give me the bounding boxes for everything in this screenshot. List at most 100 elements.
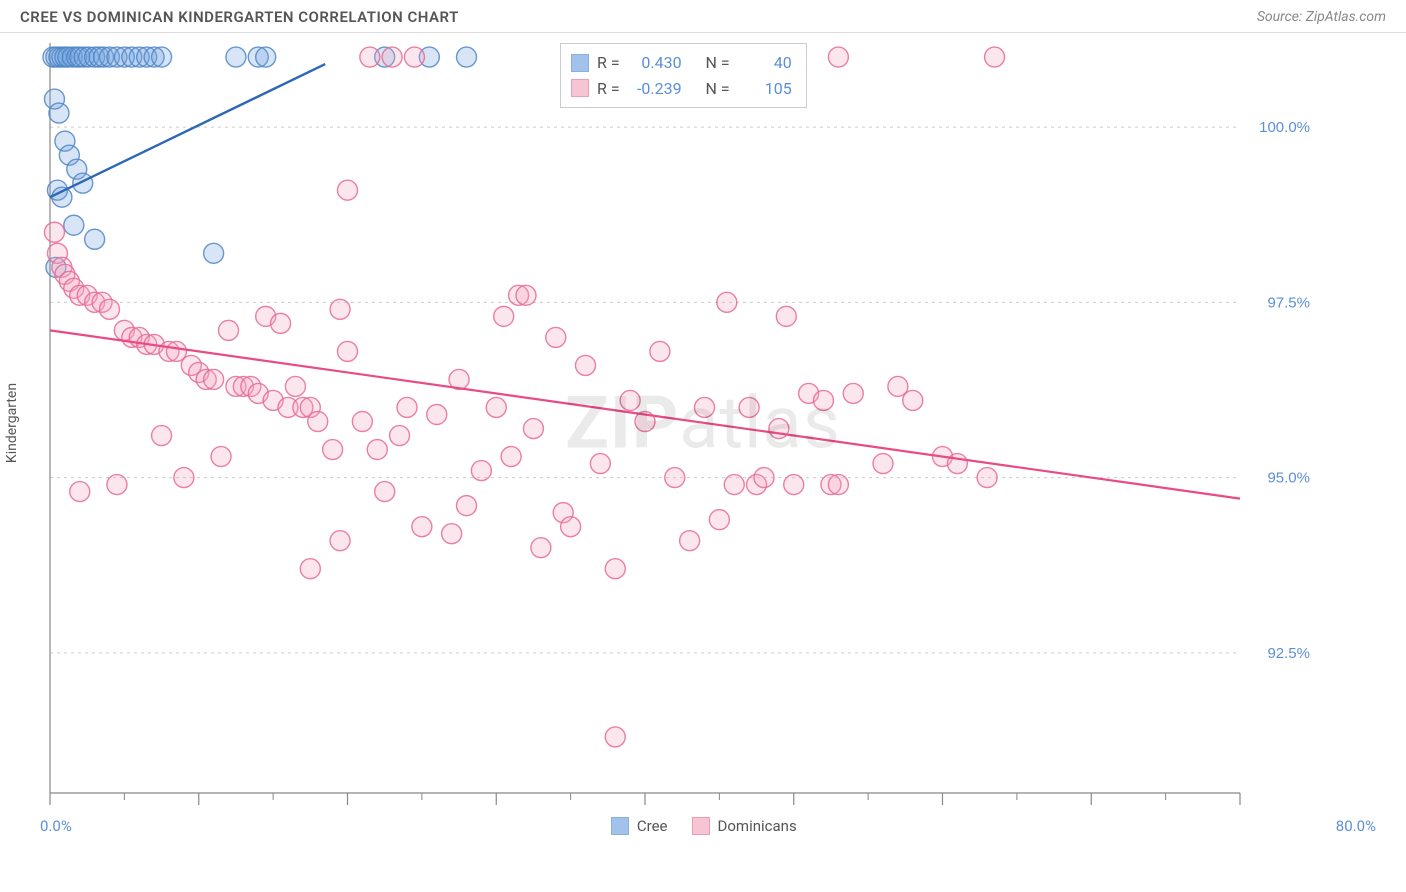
data-point xyxy=(776,306,796,326)
legend-swatch xyxy=(692,817,710,835)
data-point xyxy=(204,369,224,389)
legend-item: Dominicans xyxy=(692,817,797,835)
data-point xyxy=(427,404,447,424)
data-point xyxy=(576,355,596,375)
legend-bottom: Cree Dominicans xyxy=(611,817,797,835)
x-axis-max-label: 80.0% xyxy=(1336,817,1376,835)
data-point xyxy=(300,559,320,579)
data-point xyxy=(516,285,536,305)
series-swatch xyxy=(571,79,589,97)
data-point xyxy=(390,426,410,446)
data-point xyxy=(457,47,477,67)
data-point xyxy=(457,496,477,516)
data-point xyxy=(784,475,804,495)
y-tick-label: 100.0% xyxy=(1259,119,1310,136)
trend-line xyxy=(50,64,325,197)
trend-line xyxy=(50,330,1240,498)
data-point xyxy=(107,475,127,495)
data-point xyxy=(977,468,997,488)
data-point xyxy=(85,229,105,249)
data-point xyxy=(501,447,521,467)
data-point xyxy=(382,47,402,67)
stats-r-value: -0.239 xyxy=(628,76,682,102)
y-tick-label: 97.5% xyxy=(1267,294,1310,311)
data-point xyxy=(308,412,328,432)
data-point xyxy=(523,419,543,439)
data-point xyxy=(985,47,1005,67)
data-point xyxy=(285,376,305,396)
data-point xyxy=(367,440,387,460)
data-point xyxy=(828,475,848,495)
stats-r-label: R = xyxy=(597,50,620,76)
data-point xyxy=(843,383,863,403)
data-point xyxy=(338,341,358,361)
data-point xyxy=(397,397,417,417)
data-point xyxy=(211,447,231,467)
data-point xyxy=(561,517,581,537)
data-point xyxy=(330,299,350,319)
stats-legend-box: R = 0.430 N = 40 R = -0.239 N = 105 xyxy=(560,43,807,108)
data-point xyxy=(486,397,506,417)
data-point xyxy=(330,531,350,551)
stats-row: R = 0.430 N = 40 xyxy=(571,50,792,76)
data-point xyxy=(338,180,358,200)
data-point xyxy=(152,426,172,446)
chart-source: Source: ZipAtlas.com xyxy=(1257,9,1386,25)
stats-n-value: 40 xyxy=(738,50,792,76)
data-point xyxy=(412,517,432,537)
series-swatch xyxy=(571,54,589,72)
data-point xyxy=(717,292,737,312)
stats-n-label: N = xyxy=(706,50,730,76)
y-tick-label: 92.5% xyxy=(1267,645,1310,662)
data-point xyxy=(375,482,395,502)
stats-r-value: 0.430 xyxy=(628,50,682,76)
data-point xyxy=(471,461,491,481)
chart-area: Kindergarten 92.5%95.0%97.5%100.0% ZIPat… xyxy=(20,33,1386,813)
data-point xyxy=(680,531,700,551)
data-point xyxy=(873,454,893,474)
data-point xyxy=(404,47,424,67)
data-point xyxy=(695,397,715,417)
legend-item: Cree xyxy=(611,817,668,835)
legend-label: Cree xyxy=(637,817,668,835)
data-point xyxy=(44,222,64,242)
stats-n-label: N = xyxy=(706,76,730,102)
data-point xyxy=(546,327,566,347)
data-point xyxy=(442,524,462,544)
chart-header: CREE VS DOMINICAN KINDERGARTEN CORRELATI… xyxy=(0,0,1406,33)
data-point xyxy=(709,510,729,530)
chart-footer: 0.0% Cree Dominicans 80.0% xyxy=(0,813,1406,835)
data-point xyxy=(271,313,291,333)
x-axis-min-label: 0.0% xyxy=(40,817,72,835)
data-point xyxy=(620,390,640,410)
data-point xyxy=(531,538,551,558)
data-point xyxy=(665,468,685,488)
data-point xyxy=(152,47,172,67)
data-point xyxy=(739,397,759,417)
data-point xyxy=(226,47,246,67)
legend-swatch xyxy=(611,817,629,835)
chart-title: CREE VS DOMINICAN KINDERGARTEN CORRELATI… xyxy=(20,8,459,26)
stats-r-label: R = xyxy=(597,76,620,102)
data-point xyxy=(494,306,514,326)
scatter-plot-svg: 92.5% 95.0% 97.5% 100.0% xyxy=(20,33,1320,813)
data-point xyxy=(360,47,380,67)
data-point xyxy=(64,215,84,235)
data-point xyxy=(204,243,224,263)
data-point xyxy=(903,390,923,410)
y-tick-label: 95.0% xyxy=(1267,470,1310,487)
stats-n-value: 105 xyxy=(738,76,792,102)
legend-label: Dominicans xyxy=(718,817,797,835)
data-point xyxy=(754,468,774,488)
data-point xyxy=(724,475,744,495)
stats-row: R = -0.239 N = 105 xyxy=(571,76,792,102)
data-point xyxy=(828,47,848,67)
data-point xyxy=(49,103,69,123)
data-point xyxy=(100,299,120,319)
data-point xyxy=(219,320,239,340)
data-point xyxy=(323,440,343,460)
data-point xyxy=(256,47,276,67)
data-point xyxy=(70,482,90,502)
data-point xyxy=(352,412,372,432)
data-point xyxy=(605,559,625,579)
